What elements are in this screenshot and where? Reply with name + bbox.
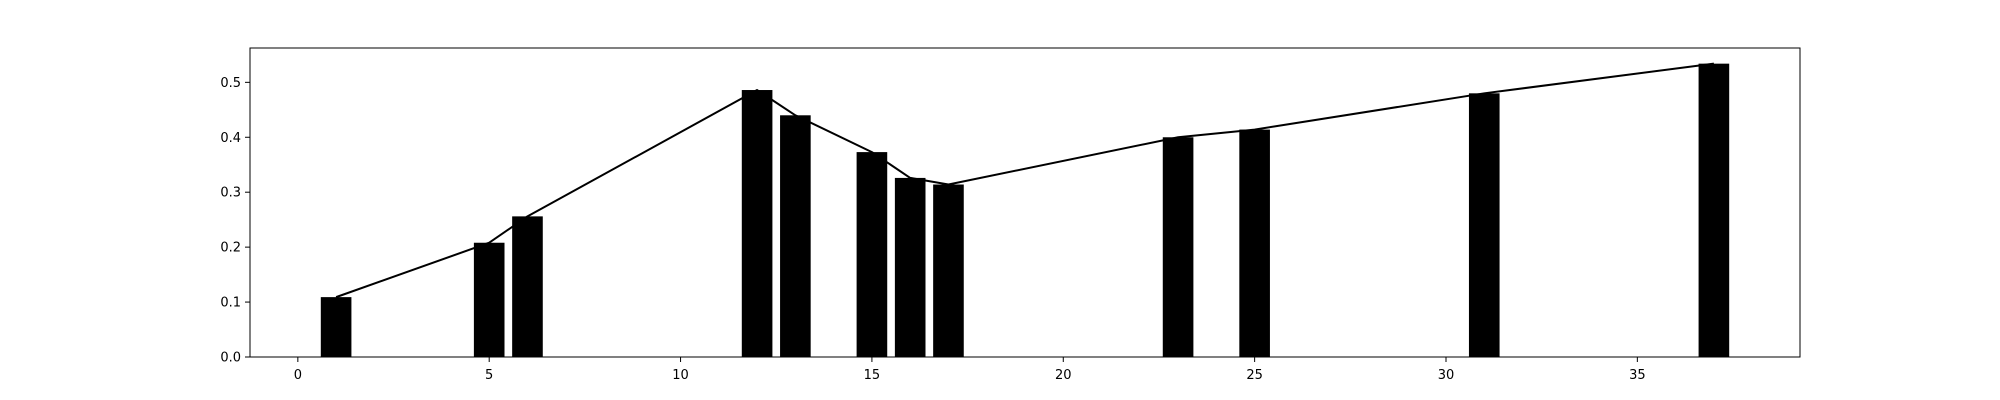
bar-3: [741, 90, 773, 358]
plot-frame: [249, 47, 1801, 358]
x-tick-label-0: 0: [294, 368, 302, 383]
axes-layer: 0 5 10 15 20 25 30 35 0.0 0.1 0.2 0.3 0.4 0.5: [220, 47, 1801, 383]
bar-10: [1468, 93, 1500, 357]
x-tick-label-1: 5: [485, 368, 493, 383]
x-tick-label-2: 10: [672, 368, 689, 383]
bar-6: [894, 177, 926, 357]
bars-layer: [320, 63, 1730, 358]
bar-2: [512, 216, 543, 357]
x-tick-label-7: 35: [1629, 368, 1646, 383]
y-tick-label-5: 0.5: [220, 76, 241, 91]
line-layer: [335, 62, 1715, 299]
y-tick-label-1: 0.1: [220, 296, 241, 311]
bar-8: [1162, 137, 1194, 357]
bar-5: [856, 152, 888, 357]
bar-9: [1239, 129, 1270, 357]
x-tick-label-3: 15: [864, 368, 881, 383]
bar-4: [780, 115, 811, 357]
x-tick-label-6: 30: [1438, 368, 1455, 383]
series-line: [335, 62, 1715, 299]
x-tick-label-5: 25: [1246, 368, 1263, 383]
y-tick-label-0: 0.0: [220, 351, 241, 366]
x-tick-label-4: 20: [1055, 368, 1072, 383]
bar-11: [1698, 63, 1730, 357]
bar-0: [320, 297, 352, 357]
y-tick-label-4: 0.4: [220, 131, 241, 146]
y-tick-label-3: 0.3: [220, 186, 241, 201]
bar-7: [933, 184, 964, 357]
y-tick-label-2: 0.2: [220, 241, 241, 256]
bar-1: [473, 242, 505, 357]
